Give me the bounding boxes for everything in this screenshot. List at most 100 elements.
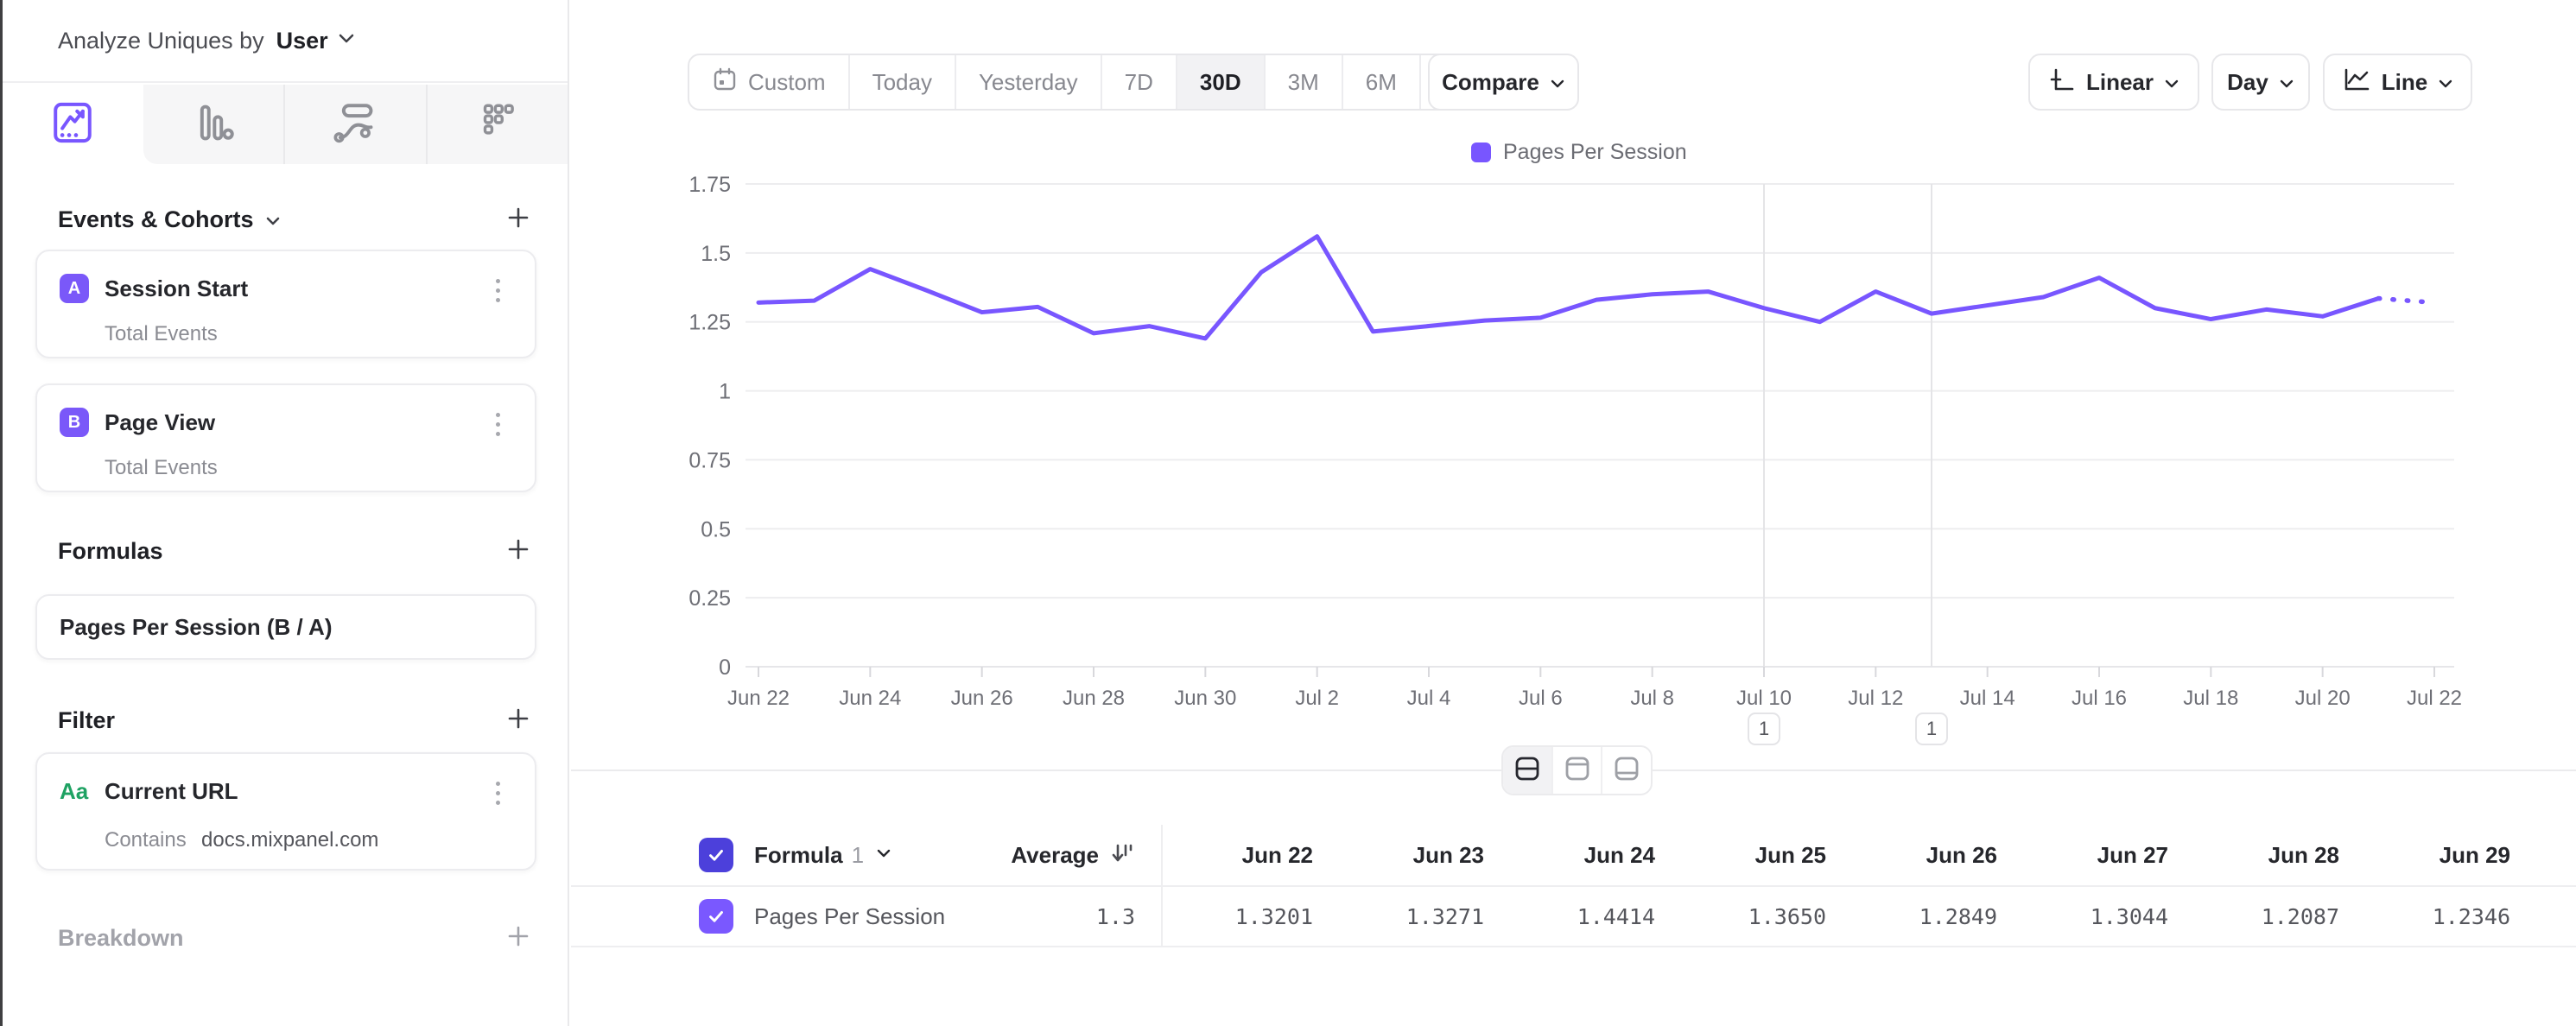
formula-expression: Pages Per Session (B / A): [60, 613, 333, 640]
range-label: Yesterday: [978, 68, 1078, 95]
chart-type-label: Line: [2381, 68, 2428, 95]
range-6m[interactable]: 6M: [1341, 55, 1419, 109]
series-average-value: 1.3: [1095, 903, 1135, 929]
svg-text:Jul 12: Jul 12: [1848, 687, 1903, 710]
compare-label: Compare: [1442, 68, 1539, 95]
date-column-header[interactable]: Jun 27: [2097, 841, 2168, 868]
add-formula-button[interactable]: [504, 535, 533, 568]
string-type-icon: Aa: [60, 778, 89, 804]
filter-value[interactable]: docs.mixpanel.com: [201, 828, 379, 852]
svg-text:Jul 8: Jul 8: [1630, 687, 1674, 710]
event-letter-badge: A: [60, 274, 89, 303]
chevron-down-icon[interactable]: [264, 206, 282, 233]
scale-selector-button[interactable]: Linear: [2028, 54, 2199, 111]
svg-text:1: 1: [1926, 718, 1937, 739]
split-panel-icon: [1512, 754, 1543, 788]
kebab-menu-icon[interactable]: [483, 408, 512, 440]
range-7d[interactable]: 7D: [1100, 55, 1176, 109]
event-letter-badge: B: [60, 408, 89, 437]
svg-text:Jul 2: Jul 2: [1295, 687, 1339, 710]
x-axis: Jun 22 Jun 24 Jun 26 Jun 28 Jun 30 Jul 2 Jul 4…: [727, 667, 2462, 710]
query-builder-sidebar: Analyze Uniques by User: [3, 0, 569, 1026]
formulas-section-header: Formulas: [58, 532, 533, 570]
range-yesterday[interactable]: Yesterday: [954, 55, 1101, 109]
svg-text:1.75: 1.75: [688, 173, 731, 197]
interval-selector-button[interactable]: Day: [2211, 54, 2310, 111]
svg-text:Jul 10: Jul 10: [1736, 687, 1792, 710]
chevron-down-icon[interactable]: [876, 847, 891, 864]
split-view-button[interactable]: [1503, 747, 1551, 794]
date-column-header[interactable]: Jun 29: [2439, 841, 2510, 868]
date-column-header[interactable]: Jun 22: [1241, 841, 1313, 868]
event-card-page-view[interactable]: B Page View Total Events: [35, 383, 536, 492]
range-3m[interactable]: 3M: [1263, 55, 1342, 109]
range-label: 6M: [1365, 68, 1397, 95]
tab-flows[interactable]: [283, 85, 426, 164]
svg-text:Jul 4: Jul 4: [1407, 687, 1451, 710]
select-all-checkbox[interactable]: [699, 838, 733, 872]
chart-type-selector-button[interactable]: Line: [2323, 54, 2472, 111]
line-chart-icon: [2342, 66, 2371, 99]
filter-section-header: Filter: [58, 701, 533, 739]
svg-text:Jul 22: Jul 22: [2407, 687, 2462, 710]
compare-button[interactable]: Compare: [1428, 54, 1579, 111]
tab-retention[interactable]: [425, 85, 568, 164]
analyze-label: Analyze Uniques by: [58, 27, 264, 54]
table-only-view-button[interactable]: [1601, 747, 1651, 794]
svg-text:1: 1: [719, 380, 731, 404]
chart-only-view-button[interactable]: [1551, 747, 1602, 794]
events-section-title: Events & Cohorts: [58, 206, 282, 233]
range-today[interactable]: Today: [847, 55, 955, 109]
top-panel-icon: [1562, 754, 1593, 788]
flows-icon: [330, 98, 380, 152]
kebab-menu-icon[interactable]: [483, 274, 512, 307]
svg-text:Jun 28: Jun 28: [1063, 687, 1125, 710]
add-filter-button[interactable]: [504, 704, 533, 738]
filter-operator[interactable]: Contains: [105, 828, 187, 852]
date-column-header[interactable]: Jun 28: [2268, 841, 2339, 868]
analyze-entity-selector[interactable]: User: [276, 28, 356, 54]
analyze-entity-value: User: [276, 27, 328, 54]
svg-text:1.25: 1.25: [688, 311, 731, 335]
event-aggregation[interactable]: Total Events: [105, 456, 218, 479]
insights-line-chart-icon: [48, 98, 98, 152]
filter-card-current-url[interactable]: Aa Current URL Contains docs.mixpanel.co…: [35, 752, 536, 871]
chevron-down-icon: [2279, 69, 2294, 96]
add-breakdown-button[interactable]: [504, 922, 533, 955]
chevron-down-icon: [2164, 69, 2179, 96]
tab-insights[interactable]: [3, 85, 143, 164]
y-grid: 1.75 1.5 1.25 1 0.75 0.5 0.25 0: [688, 173, 2454, 680]
range-30d[interactable]: 30D: [1175, 55, 1264, 109]
results-table: Formula 1 Average Jun 22 Jun 23 Jun 24 Jun …: [571, 825, 2576, 947]
svg-text:Jul 14: Jul 14: [1960, 687, 2015, 710]
bottom-panel-icon: [1611, 754, 1642, 788]
svg-text:0.75: 0.75: [688, 448, 731, 472]
date-column-header[interactable]: Jun 23: [1412, 841, 1484, 868]
svg-text:1.5: 1.5: [701, 242, 731, 266]
series-checkbox[interactable]: [699, 899, 733, 934]
cell-value: 1.3201: [1234, 903, 1313, 929]
analyze-header: Analyze Uniques by User: [3, 0, 568, 83]
svg-text:Jun 22: Jun 22: [727, 687, 790, 710]
sort-descending-icon[interactable]: [1109, 839, 1135, 871]
range-custom[interactable]: Custom: [689, 55, 848, 109]
tab-funnels[interactable]: [143, 85, 283, 164]
svg-text:1: 1: [1759, 718, 1769, 739]
kebab-menu-icon[interactable]: [483, 776, 512, 809]
chart-legend-item[interactable]: Pages Per Session: [1471, 140, 1687, 165]
date-column-header[interactable]: Jun 25: [1754, 841, 1826, 868]
event-aggregation[interactable]: Total Events: [105, 322, 218, 345]
svg-text:0: 0: [719, 656, 731, 680]
chevron-down-icon: [337, 32, 356, 50]
event-card-session-start[interactable]: A Session Start Total Events: [35, 250, 536, 358]
range-label: 30D: [1199, 68, 1241, 95]
date-column-header[interactable]: Jun 26: [1926, 841, 1997, 868]
formula-card[interactable]: Pages Per Session (B / A): [35, 594, 536, 660]
average-column-header[interactable]: Average: [1011, 841, 1099, 868]
formula-group-label[interactable]: Formula: [754, 841, 843, 868]
add-event-button[interactable]: [504, 203, 533, 237]
event-name: Session Start: [105, 276, 249, 301]
date-column-header[interactable]: Jun 24: [1583, 841, 1655, 868]
